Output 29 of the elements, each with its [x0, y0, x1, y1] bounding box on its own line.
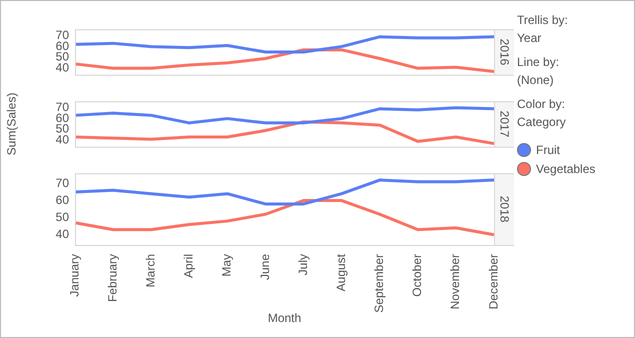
text: Color by:	[517, 97, 566, 111]
text: 2018	[498, 196, 512, 223]
x-tick-label: February	[105, 254, 120, 302]
y-tick-label: 40	[56, 227, 70, 242]
text: 2017	[498, 110, 512, 138]
y-tick-label: 70	[56, 176, 70, 190]
text: Year	[517, 31, 542, 45]
x-tick-label: October	[410, 254, 424, 297]
legend-label: Fruit	[536, 143, 560, 157]
x-axis-title: Month	[268, 311, 302, 326]
x-tick-label: June	[258, 254, 272, 280]
text: 2016	[498, 38, 512, 66]
x-tick-label: May	[220, 254, 234, 277]
text: (None)	[517, 73, 555, 87]
text: Trellis by:	[517, 13, 569, 27]
x-tick-label: July	[296, 254, 310, 276]
x-tick-label: August	[334, 253, 348, 292]
x-tick-label: December	[486, 254, 500, 310]
x-tick-label: April	[182, 254, 196, 278]
y-axis-title: Sum(Sales)	[4, 92, 19, 156]
x-tick-label: March	[143, 254, 158, 288]
legend-label: Vegetables	[536, 162, 596, 176]
y-tick-label: 60	[56, 192, 70, 207]
text: Line by:	[517, 55, 560, 69]
legend-title: Category	[517, 115, 567, 129]
y-tick-label: 50	[56, 210, 70, 224]
x-tick-label: January	[67, 254, 82, 297]
x-tick-label: November	[448, 254, 462, 310]
x-tick-label: September	[372, 254, 386, 313]
